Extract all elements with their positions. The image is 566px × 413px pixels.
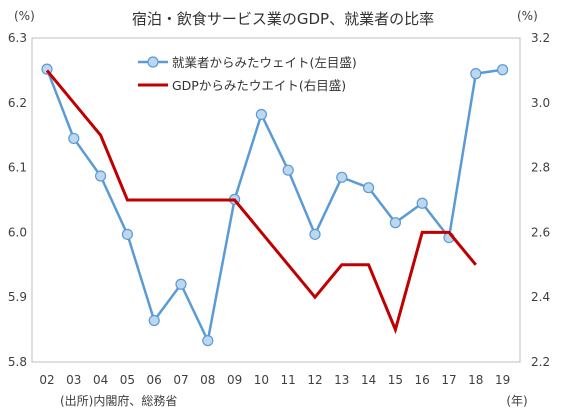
x-axis-tick-label: 12	[307, 373, 322, 387]
chart-title: 宿泊・飲食サービス業のGDP、就業者の比率	[132, 10, 434, 28]
right-axis-tick-label: 2.6	[531, 225, 550, 239]
right-axis-tick-label: 2.2	[531, 355, 550, 369]
left-axis-tick-label: 6.0	[8, 225, 27, 239]
x-axis-unit: (年)	[506, 394, 527, 408]
series-1-point	[255, 108, 267, 121]
x-axis-tick-label: 15	[388, 373, 403, 387]
left-axis-tick-label: 6.1	[8, 161, 27, 175]
right-axis-tick-label: 3.0	[531, 96, 550, 110]
x-axis-tick-label: 10	[254, 373, 269, 387]
right-axis-unit: (%)	[517, 9, 538, 23]
left-axis-unit: (%)	[14, 9, 35, 23]
x-axis-tick-label: 09	[227, 373, 242, 387]
series-1-point	[94, 170, 107, 182]
legend-label-1: 就業者からみたウェイト(左目盛)	[172, 55, 357, 70]
left-axis-tick-label: 5.8	[8, 355, 27, 369]
series-1-point	[497, 64, 509, 76]
x-axis-tick-label: 14	[361, 373, 376, 387]
x-axis-tick-label: 07	[173, 373, 188, 387]
series-line-2	[45, 69, 477, 335]
x-axis-tick-label: 17	[441, 373, 456, 387]
legend-marker-1	[147, 56, 159, 68]
right-axis-tick-label: 3.2	[531, 31, 550, 45]
left-axis-tick-label: 5.9	[8, 290, 27, 304]
series-1-point	[309, 228, 321, 240]
x-axis-tick-label: 13	[334, 373, 349, 387]
series-1-point	[148, 314, 160, 327]
x-axis-tick-label: 03	[66, 373, 81, 387]
right-axis-tick-label: 2.4	[531, 290, 550, 304]
x-axis-tick-label: 04	[93, 373, 108, 387]
series-1-point	[282, 164, 294, 176]
series-line-1	[45, 68, 503, 345]
series-1-point	[363, 182, 375, 194]
x-axis-tick-label: 16	[415, 373, 430, 387]
legend-label-2: GDPからみたウエイト(右目盛)	[172, 78, 346, 93]
series-1-point	[68, 132, 80, 145]
series-1-point	[175, 278, 187, 290]
x-axis-tick-label: 19	[495, 373, 510, 387]
left-axis-tick-label: 6.3	[8, 31, 27, 45]
right-axis-tick-label: 2.8	[531, 161, 550, 175]
series-1-point	[336, 171, 348, 183]
series-1-point	[202, 335, 214, 347]
series-1-point	[389, 217, 401, 229]
source-note: (出所)内閣府、総務省	[60, 393, 177, 408]
series-1-point	[470, 68, 482, 80]
plot-area-border	[31, 37, 521, 363]
x-axis-tick-label: 18	[468, 373, 483, 387]
series-1-point	[121, 228, 134, 240]
x-axis-tick-label: 11	[281, 373, 296, 387]
x-axis-tick-label: 08	[200, 373, 215, 387]
x-axis-tick-label: 02	[39, 373, 54, 387]
series-1-point	[416, 197, 428, 209]
x-axis-tick-label: 05	[120, 373, 135, 387]
x-axis-tick-label: 06	[147, 373, 162, 387]
left-axis-tick-label: 6.2	[8, 96, 27, 110]
